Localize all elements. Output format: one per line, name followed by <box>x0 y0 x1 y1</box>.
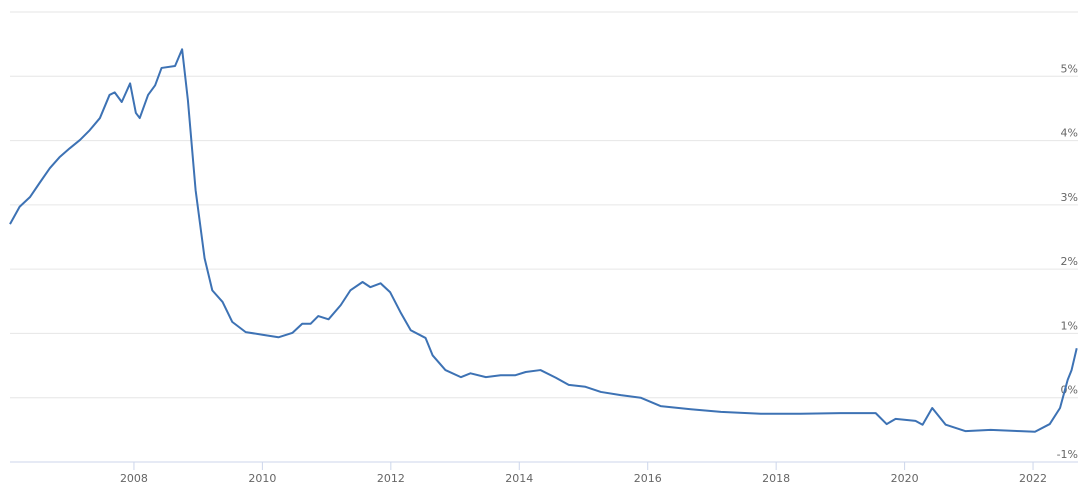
x-tick-label: 2014 <box>505 472 533 485</box>
data-line <box>9 48 1078 433</box>
x-tick-label: 2008 <box>120 472 148 485</box>
x-tick-label: 2018 <box>762 472 790 485</box>
y-tick-label: 5% <box>1061 62 1078 75</box>
x-tick-label: 2020 <box>891 472 919 485</box>
x-tick-label: 2012 <box>377 472 405 485</box>
y-tick-label: -1% <box>1057 448 1078 461</box>
y-tick-label: 3% <box>1061 191 1078 204</box>
x-tick-label: 2010 <box>248 472 276 485</box>
x-tick-label: 2016 <box>634 472 662 485</box>
y-tick-label: 4% <box>1061 127 1078 140</box>
x-tick-label: 2022 <box>1019 472 1047 485</box>
y-tick-label: 1% <box>1061 319 1078 332</box>
y-tick-label: 2% <box>1061 255 1078 268</box>
